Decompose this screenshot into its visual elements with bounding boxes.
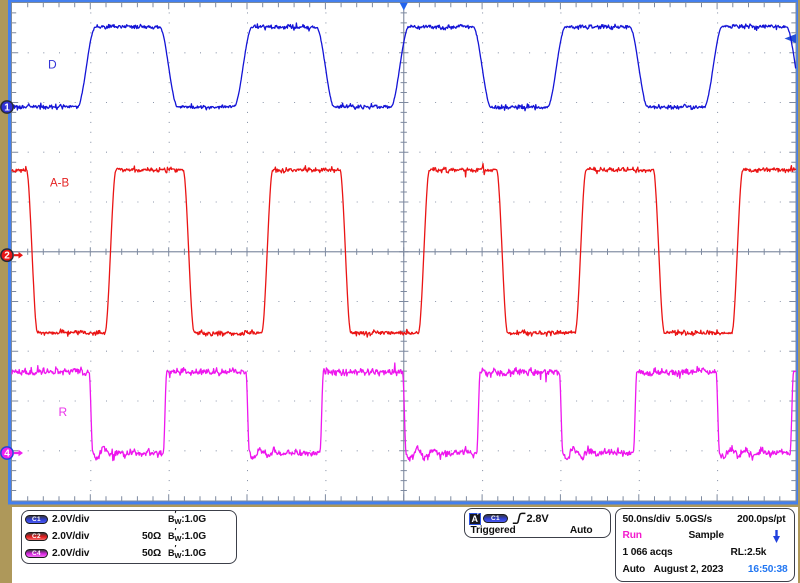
svg-text:R: R <box>59 405 68 419</box>
svg-text:D: D <box>48 58 57 72</box>
svg-text:2: 2 <box>4 251 10 262</box>
svg-text:A-B: A-B <box>50 178 70 190</box>
svg-text:1: 1 <box>4 102 10 113</box>
svg-text:4: 4 <box>4 448 10 459</box>
